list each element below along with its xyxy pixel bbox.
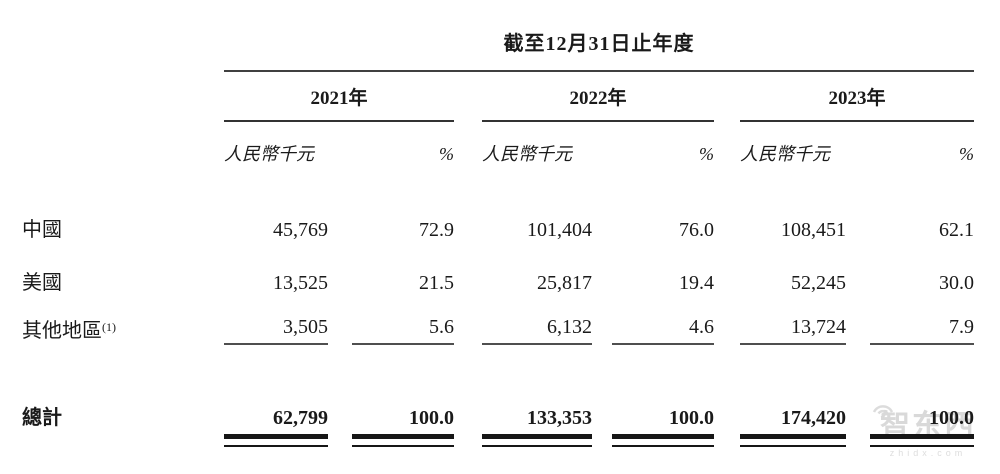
year-header-2023: 2023年 (828, 88, 886, 109)
cell-usa-2021-percent: 21.5 (419, 272, 454, 294)
cell-other-2022-amount: 6,132 (547, 316, 592, 338)
subtotal-rule (740, 343, 846, 345)
cell-usa-2022-amount: 25,817 (537, 272, 592, 294)
footnote-marker: (1) (102, 320, 116, 334)
total-rule-thin (740, 445, 846, 447)
cell-china-2021-amount: 45,769 (273, 219, 328, 241)
cell-total-2022-amount: 133,353 (527, 407, 592, 429)
cell-other-2021-percent: 5.6 (429, 316, 454, 338)
cell-usa-2023-percent: 30.0 (939, 272, 974, 294)
year-underline-2023 (740, 120, 974, 122)
signal-arcs-icon (872, 405, 894, 416)
row-label-total: 總計 (22, 407, 62, 429)
subtotal-rule (612, 343, 714, 345)
total-rule-thin (612, 445, 714, 447)
year-underline-2021 (224, 120, 454, 122)
total-rule-thin (870, 445, 974, 447)
row-label-china: 中國 (22, 219, 62, 241)
cell-china-2023-amount: 108,451 (781, 219, 846, 241)
total-rule-thin (482, 445, 592, 447)
total-rule-thick (352, 434, 454, 439)
cell-total-2021-percent: 100.0 (409, 407, 454, 429)
cell-total-2021-amount: 62,799 (273, 407, 328, 429)
cell-other-2021-amount: 3,505 (283, 316, 328, 338)
subtotal-rule (482, 343, 592, 345)
total-rule-thick (740, 434, 846, 439)
currency-header-2022: 人民幣千元 (482, 144, 572, 164)
cell-usa-2023-amount: 52,245 (791, 272, 846, 294)
cell-other-2023-percent: 7.9 (949, 316, 974, 338)
year-header-2021: 2021年 (310, 88, 368, 109)
year-header-2022: 2022年 (569, 88, 627, 109)
cell-usa-2021-amount: 13,525 (273, 272, 328, 294)
currency-header-2021: 人民幣千元 (224, 144, 314, 164)
cell-china-2023-percent: 62.1 (939, 219, 974, 241)
cell-other-2022-percent: 4.6 (689, 316, 714, 338)
table-top-rule (224, 70, 974, 72)
cell-total-2023-amount: 174,420 (781, 407, 846, 429)
percent-header-2023: % (959, 144, 974, 164)
percent-header-2022: % (699, 144, 714, 164)
cell-china-2022-amount: 101,404 (527, 219, 592, 241)
period-title: 截至12月31日止年度 (503, 33, 695, 55)
watermark-domain-text: zhidx.com (889, 448, 967, 458)
subtotal-rule (352, 343, 454, 345)
cell-total-2023-percent: 100.0 (929, 407, 974, 429)
percent-header-2021: % (439, 144, 454, 164)
row-label-other-regions: 其他地區(1) (22, 314, 222, 342)
total-rule-thick (870, 434, 974, 439)
cell-usa-2022-percent: 19.4 (679, 272, 714, 294)
total-rule-thick (482, 434, 592, 439)
row-label-usa: 美國 (22, 272, 62, 294)
total-rule-thin (352, 445, 454, 447)
cell-china-2022-percent: 76.0 (679, 219, 714, 241)
cell-total-2022-percent: 100.0 (669, 407, 714, 429)
year-underline-2022 (482, 120, 714, 122)
subtotal-rule (870, 343, 974, 345)
subtotal-rule (224, 343, 328, 345)
other-regions-label: 其他地區 (22, 320, 102, 342)
total-rule-thick (612, 434, 714, 439)
currency-header-2023: 人民幣千元 (740, 144, 830, 164)
cell-other-2023-amount: 13,724 (791, 316, 846, 338)
total-rule-thin (224, 445, 328, 447)
total-rule-thick (224, 434, 328, 439)
cell-china-2021-percent: 72.9 (419, 219, 454, 241)
